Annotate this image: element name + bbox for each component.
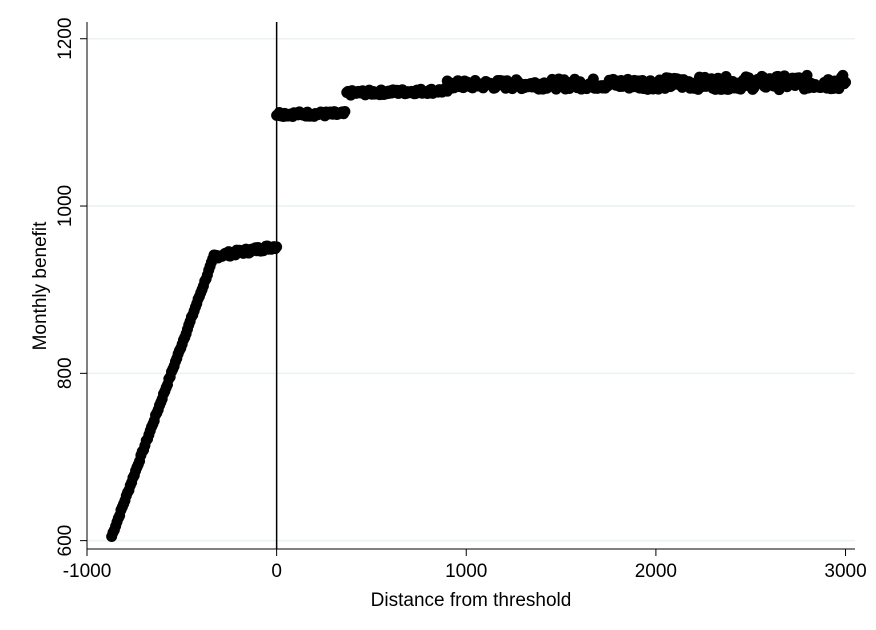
- data-point: [339, 106, 351, 118]
- grid-lines: [87, 37, 855, 542]
- x-ticks: -1000 0 1000 2000 3000: [63, 549, 867, 582]
- data-points: [106, 69, 852, 542]
- y-tick-label: 600: [55, 525, 76, 557]
- data-point: [840, 76, 852, 88]
- x-axis-title: Distance from threshold: [371, 590, 572, 611]
- x-tick-label: -1000: [63, 561, 112, 582]
- x-tick-label: 1000: [445, 561, 487, 582]
- y-axis-title: Monthly benefit: [30, 221, 51, 351]
- x-tick-label: 3000: [824, 561, 866, 582]
- x-tick-label: 0: [271, 561, 282, 582]
- y-ticks: 600 800 1000 1200: [55, 18, 87, 557]
- y-tick-label: 1200: [55, 18, 76, 60]
- x-tick-label: 2000: [635, 561, 677, 582]
- y-tick-label: 800: [55, 357, 76, 389]
- y-tick-label: 1000: [55, 185, 76, 227]
